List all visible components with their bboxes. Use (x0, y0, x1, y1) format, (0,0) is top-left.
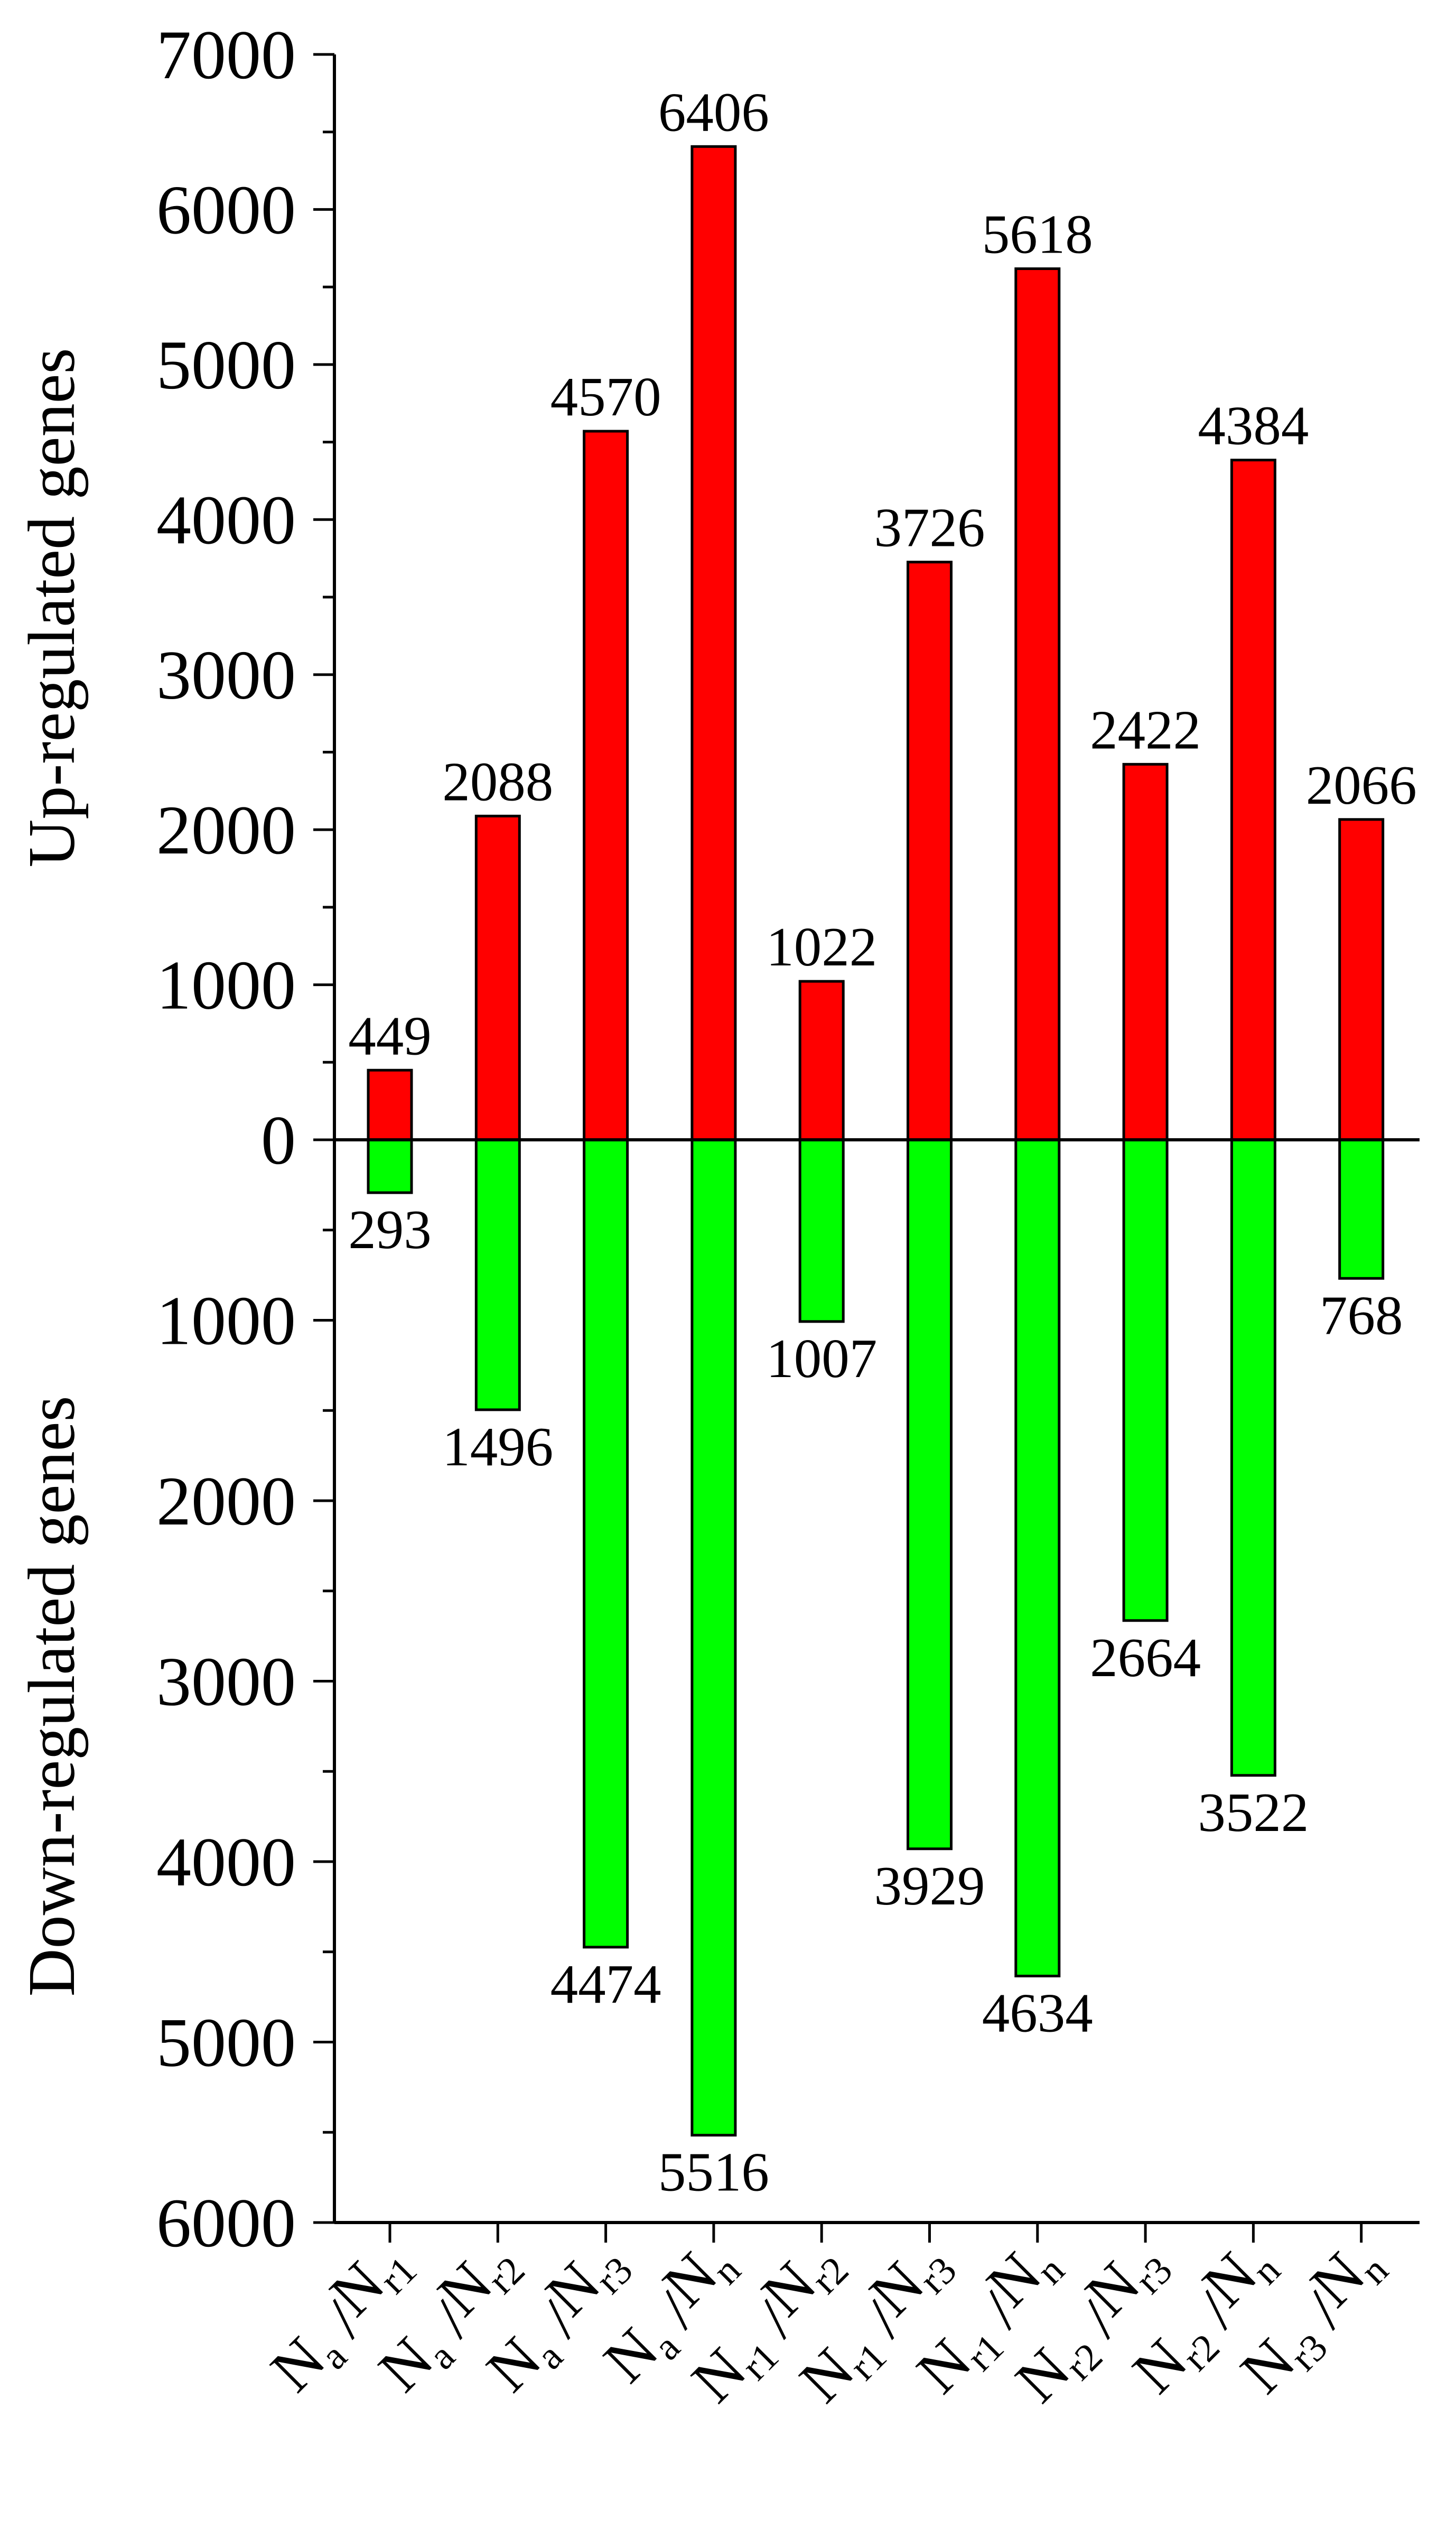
bar-up-value-label: 2088 (442, 750, 553, 812)
bar-down-value-label: 1007 (766, 1327, 877, 1389)
bar-up (1122, 763, 1169, 1141)
up-tick-label: 6000 (156, 171, 296, 248)
bar-down (1014, 1138, 1061, 1978)
bar-up-value-label: 5618 (982, 203, 1093, 265)
bar-up (1014, 267, 1061, 1141)
down-axis-title: Down-regulated genes (15, 1396, 89, 1996)
bar-up (1338, 818, 1385, 1141)
down-tick-label: 5000 (156, 2004, 296, 2081)
bar-down-value-label: 3929 (874, 1855, 985, 1917)
category-label: Na /Nr2 (357, 2225, 542, 2410)
bar-up (583, 430, 629, 1141)
bar-up-value-label: 4384 (1198, 395, 1309, 457)
bar-up (907, 561, 953, 1141)
bar-up-value-label: 1022 (766, 916, 877, 978)
up-tick-label: 5000 (156, 326, 296, 404)
bar-up-value-label: 449 (348, 1005, 432, 1066)
category-label: Nr2 /Nn (1111, 2225, 1297, 2411)
bar-down-value-label: 5516 (658, 2141, 769, 2203)
bar-down (583, 1138, 629, 1949)
bar-up-value-label: 3726 (874, 497, 985, 559)
bar-up-value-label: 4570 (550, 366, 661, 427)
up-tick-label: 2000 (156, 791, 296, 869)
bar-down (474, 1138, 521, 1411)
up-tick-label: 0 (261, 1101, 296, 1179)
bar-down-value-label: 293 (348, 1198, 432, 1260)
bar-down-value-label: 2664 (1090, 1626, 1201, 1688)
bar-down (690, 1138, 737, 2137)
bar-down-value-label: 4474 (550, 1953, 661, 2015)
bar-down (1122, 1138, 1169, 1622)
bar-down (798, 1138, 845, 1323)
bar-down (1338, 1138, 1385, 1280)
bar-up (1230, 459, 1276, 1141)
y-ticks-layer: 0 1000 2000 3000 4000 5000 6000 7000 1000 2000 300… (156, 16, 1363, 2262)
category-label: Na /Nn (582, 2225, 757, 2400)
bar-down (907, 1138, 953, 1851)
up-axis-title: Up-regulated genes (15, 348, 89, 867)
bar-down-value-label: 3522 (1198, 1781, 1309, 1843)
down-tick-label: 6000 (156, 2184, 296, 2262)
bars-layer (367, 145, 1385, 2137)
down-tick-label: 4000 (156, 1823, 296, 1901)
up-tick-label: 1000 (156, 946, 296, 1024)
bar-up (367, 1068, 413, 1141)
bar-up-value-label: 2422 (1090, 699, 1201, 760)
bar-up (690, 145, 737, 1141)
down-tick-label: 2000 (156, 1462, 296, 1540)
bar-down-value-label: 768 (1320, 1284, 1403, 1346)
up-tick-label: 4000 (156, 481, 296, 559)
bar-up (798, 980, 845, 1141)
bar-up-value-label: 2066 (1306, 754, 1417, 816)
bar-down (1230, 1138, 1276, 1777)
up-tick-label: 7000 (156, 16, 296, 94)
bar-up (474, 814, 521, 1141)
bar-down-value-label: 1496 (442, 1416, 553, 1477)
down-tick-label: 3000 (156, 1643, 296, 1721)
down-tick-label: 1000 (156, 1282, 296, 1360)
data-labels-layer: 449 293 2088 1496 4570 4474 6406 5516 1022 1007 37… (348, 81, 1416, 2202)
up-tick-label: 3000 (156, 636, 296, 714)
bar-down-value-label: 4634 (982, 1982, 1093, 2044)
bar-up-value-label: 6406 (658, 81, 769, 143)
bar-down (367, 1138, 413, 1194)
category-label: Nr3 /Nn (1219, 2225, 1405, 2411)
